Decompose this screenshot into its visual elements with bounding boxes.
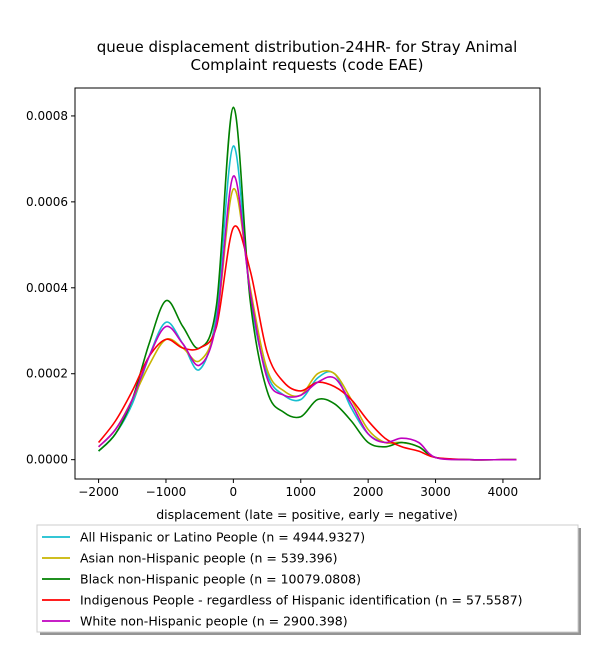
- series-line-1: [98, 188, 517, 461]
- legend: All Hispanic or Latino People (n = 4944.…: [36, 524, 581, 635]
- legend-label-2: Black non-Hispanic people (n = 10079.080…: [80, 572, 361, 587]
- y-tick-label: 0.0002: [26, 367, 68, 381]
- legend-items: All Hispanic or Latino People (n = 4944.…: [42, 530, 523, 629]
- legend-label-1: Asian non-Hispanic people (n = 539.396): [80, 551, 337, 566]
- y-tick-label: 0.0006: [26, 195, 68, 209]
- x-tick-label: 0: [230, 485, 238, 499]
- series-layer: [97, 106, 517, 461]
- series-line-4: [98, 175, 517, 461]
- legend-label-3: Indigenous People - regardless of Hispan…: [80, 593, 523, 608]
- legend-box: [36, 524, 579, 633]
- series-line-3: [97, 225, 517, 461]
- x-tick-label: 2000: [353, 485, 384, 499]
- x-tick-label: 1000: [285, 485, 316, 499]
- x-tick-label: 3000: [420, 485, 451, 499]
- series-line-2: [98, 106, 517, 461]
- legend-label-0: All Hispanic or Latino People (n = 4944.…: [80, 530, 365, 545]
- legend-label-4: White non-Hispanic people (n = 2900.398): [80, 614, 348, 629]
- y-tick-label: 0.0000: [26, 453, 68, 467]
- chart-title-line-2: Complaint requests (code EAE): [191, 56, 424, 74]
- x-axis-ticks: −2000 −1000 0 1000 2000 3000 4000: [78, 479, 518, 499]
- y-tick-label: 0.0004: [26, 281, 68, 295]
- x-tick-label: −2000: [78, 485, 119, 499]
- x-tick-label: 4000: [488, 485, 519, 499]
- y-tick-label: 0.0008: [26, 109, 68, 123]
- y-axis-ticks: 0.0000 0.0002 0.0004 0.0006 0.0008: [26, 109, 75, 467]
- x-tick-label: −1000: [146, 485, 187, 499]
- chart-title-line-1: queue displacement distribution-24HR- fo…: [97, 38, 518, 56]
- plot-frame: [74, 87, 541, 480]
- series-line-0: [98, 145, 517, 461]
- x-axis-label: displacement (late = positive, early = n…: [156, 507, 458, 522]
